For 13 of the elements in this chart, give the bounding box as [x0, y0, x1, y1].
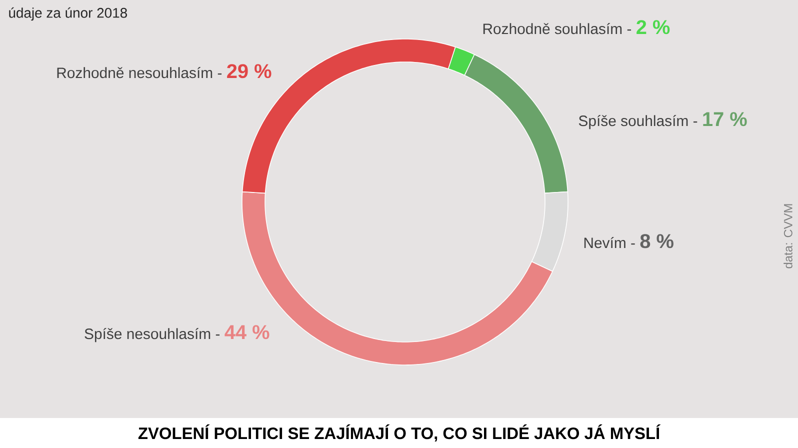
slice-label: Rozhodně souhlasím -: [483, 22, 632, 34]
data-label: 17 %: [703, 112, 747, 126]
data-label: 44 %: [224, 325, 270, 340]
slice-label: Spíše nesouhlasím -: [84, 328, 220, 342]
slice-label: Rozhodně nesouhlasím -: [57, 66, 222, 78]
slice-label: Nevím -: [584, 236, 635, 248]
text: ZVOLENÍ POLITICI SE ZAJÍMAJÍ O TO, CO SI LIDÉ JAKO JÁ MYSLÍ: [138, 424, 660, 442]
data-label: 8 %: [640, 234, 674, 248]
data-label: 29 %: [227, 64, 272, 78]
chart-subtitle: údaje za únor 2018: [9, 7, 127, 21]
data-label: 2 %: [636, 20, 670, 34]
text: data: CVVM: [784, 204, 792, 268]
slice-label: Spíše souhlasím -: [578, 114, 698, 130]
